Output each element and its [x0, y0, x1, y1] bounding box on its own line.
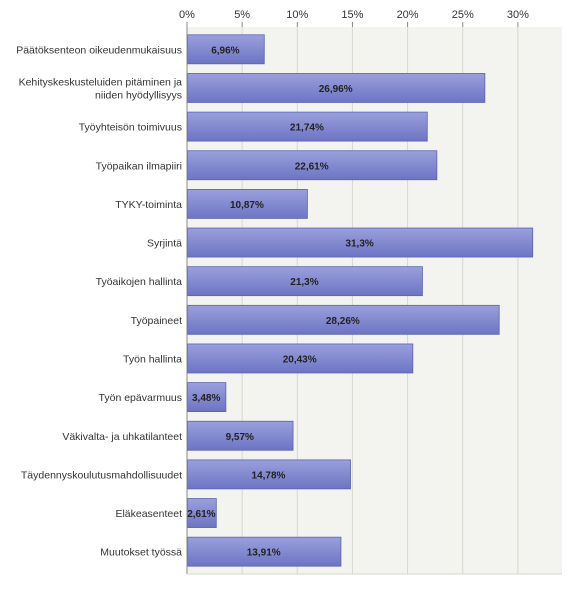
bar-value-label: 10,87%	[230, 200, 264, 211]
bar-value-label: 20,43%	[283, 354, 317, 365]
bar	[187, 73, 486, 103]
category-label: Muutokset työssä	[100, 547, 182, 559]
bar	[187, 304, 500, 335]
bar-value-label: 22,61%	[295, 161, 329, 172]
x-axis-ticks: 0% 5% 10% 15% 20% 25% 30%	[179, 9, 529, 27]
bar	[187, 266, 423, 297]
bar	[187, 227, 534, 258]
bar-value-label: 6,96%	[211, 45, 239, 56]
bar	[187, 459, 351, 490]
category-label: TYKY-toiminta	[115, 199, 182, 211]
category-label: Työpaikan ilmapiiri	[96, 160, 182, 172]
category-label: Työaikojen hallinta	[96, 276, 183, 288]
category-label: Työn hallinta	[123, 353, 182, 365]
bar-value-label: 14,78%	[252, 470, 286, 481]
bar-value-label: 9,57%	[226, 432, 254, 443]
bar	[187, 34, 265, 65]
category-label: Eläkeasenteet	[115, 508, 182, 520]
category-label: Väkivalta- ja uhkatilanteet	[62, 431, 182, 443]
bar	[187, 420, 294, 451]
bar-value-label: 31,3%	[345, 239, 373, 250]
category-labels: Päätöksenteon oikeudenmukaisuus Kehityske…	[16, 44, 182, 558]
bar	[187, 498, 217, 528]
x-tick-label: 30%	[507, 9, 529, 21]
bar-value-label: 26,96%	[319, 84, 353, 95]
bar	[187, 343, 414, 374]
category-label: Täydennyskoulutusmahdollisuudet	[21, 469, 182, 481]
plot-area	[187, 27, 562, 574]
bar-value-label: 13,91%	[247, 548, 281, 559]
category-label: Kehityskeskusteluiden pitäminen ja	[19, 76, 183, 88]
x-tick-label: 0%	[179, 9, 195, 21]
bar-value-label: 3,48%	[192, 393, 220, 404]
category-label: Päätöksenteon oikeudenmukaisuus	[16, 44, 182, 56]
x-tick-label: 25%	[452, 9, 474, 21]
bars: 6,96% 26,96% 21,74% 22,61% 10,87% 31,3% 21,3% 2…	[187, 34, 534, 567]
bar-value-label: 2,61%	[187, 509, 215, 520]
x-tick-label: 10%	[286, 9, 308, 21]
x-tick-label: 5%	[234, 9, 250, 21]
category-label: Työyhteisön toimivuus	[79, 122, 182, 134]
bar-value-label: 28,26%	[326, 316, 360, 327]
bar-value-label: 21,3%	[290, 277, 318, 288]
category-label: Työpaineet	[131, 315, 182, 327]
category-label: niiden hyödyllisyys	[95, 89, 182, 101]
category-label: Työn epävarmuus	[99, 392, 182, 404]
x-tick-label: 15%	[341, 9, 363, 21]
category-label: Syrjintä	[147, 238, 182, 250]
bar	[187, 150, 438, 181]
bar	[187, 111, 428, 142]
bar-value-label: 21,74%	[290, 123, 324, 134]
x-tick-label: 20%	[397, 9, 419, 21]
